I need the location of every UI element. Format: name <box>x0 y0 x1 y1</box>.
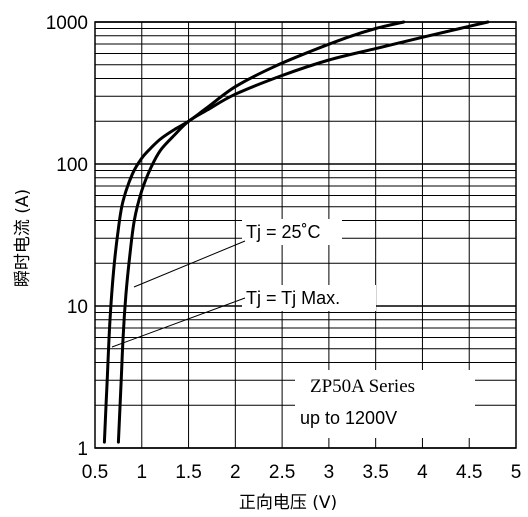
x-tick-label: 4 <box>417 462 428 483</box>
x-tick-label: 2.5 <box>269 462 295 483</box>
y-axis-title: 瞬时电流 (A) <box>13 189 33 287</box>
series-legend-box: ZP50A Series up to 1200V <box>295 370 475 438</box>
x-tick-label: 3 <box>324 462 335 483</box>
x-tick-label: 1 <box>136 462 147 483</box>
annotation-tj25-label: Tj = 25˚C <box>246 222 321 242</box>
series-curves <box>102 20 490 444</box>
y-tick-label: 1 <box>77 439 88 460</box>
x-tick-label: 0.5 <box>82 462 108 483</box>
x-tick-label: 3.5 <box>362 462 388 483</box>
y-tick-label: 10 <box>67 297 88 318</box>
annotation-tjmax-label: Tj = Tj Max. <box>246 288 340 308</box>
y-tick-label: 100 <box>56 155 88 176</box>
plot-frame <box>94 21 517 449</box>
voltage-rating: up to 1200V <box>300 408 397 428</box>
y-tick-label: 1000 <box>46 13 88 34</box>
x-tick-label: 1.5 <box>175 462 201 483</box>
series-legend-bg <box>295 370 475 438</box>
annotation-tj25-bg <box>242 219 342 245</box>
x-tick-label: 4.5 <box>456 462 482 483</box>
annotation-tjmax-bg <box>242 285 376 311</box>
annotation-tj25: Tj = 25˚C <box>133 219 342 288</box>
series-line-tj25 <box>102 20 406 444</box>
series-name: ZP50A Series <box>310 376 415 397</box>
annotation-tjmax: Tj = Tj Max. <box>111 285 376 348</box>
x-tick-label: 2 <box>230 462 241 483</box>
series-line-tjmax <box>116 20 490 444</box>
x-tick-label: 5 <box>511 462 522 483</box>
x-axis-title: 正向电压 (V) <box>239 493 337 513</box>
annotation-tj25-leader <box>133 240 246 288</box>
annotation-tjmax-leader <box>111 297 246 348</box>
